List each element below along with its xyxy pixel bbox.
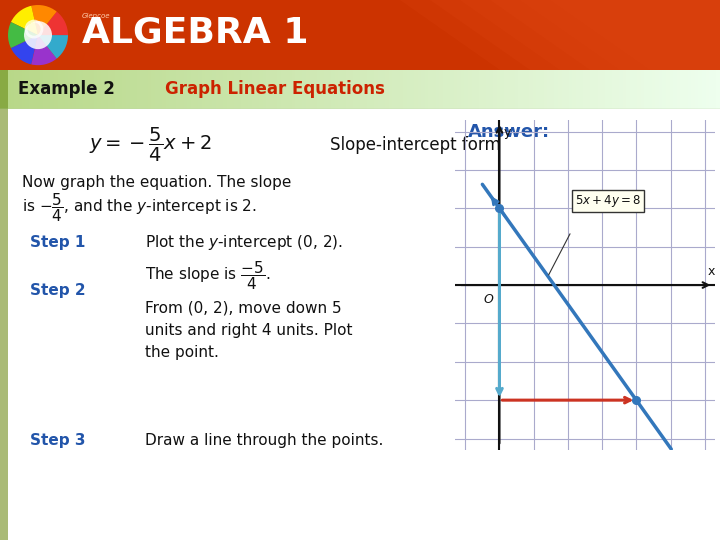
Text: Draw a line through the points.: Draw a line through the points. (145, 433, 383, 448)
Text: ALGEBRA 1: ALGEBRA 1 (82, 15, 308, 49)
Text: $5x + 4y = 8$: $5x + 4y = 8$ (575, 193, 641, 208)
Text: Step 3: Step 3 (30, 433, 86, 448)
Wedge shape (32, 5, 57, 35)
Polygon shape (460, 0, 720, 70)
Polygon shape (430, 0, 720, 70)
Text: Example 2: Example 2 (18, 80, 115, 98)
Text: The slope is $\dfrac{-5}{4}$.: The slope is $\dfrac{-5}{4}$. (145, 260, 270, 293)
Bar (0, 109, 8, 540)
Text: From (0, 2), move down 5
units and right 4 units. Plot
the point.: From (0, 2), move down 5 units and right… (145, 300, 353, 360)
Text: Step 2: Step 2 (30, 282, 86, 298)
Wedge shape (32, 35, 57, 65)
Text: Slope-intercept form: Slope-intercept form (330, 136, 500, 154)
Text: Step 1: Step 1 (30, 234, 86, 249)
Text: $y = -\dfrac{5}{4}x + 2$: $y = -\dfrac{5}{4}x + 2$ (89, 126, 211, 164)
Text: O: O (483, 293, 493, 307)
Text: is $-\dfrac{5}{4}$, and the $y$-intercept is 2.: is $-\dfrac{5}{4}$, and the $y$-intercep… (22, 192, 257, 225)
Wedge shape (38, 11, 68, 35)
Text: Answer:: Answer: (468, 123, 550, 141)
Text: Plot the $y$-intercept (0, 2).: Plot the $y$-intercept (0, 2). (145, 233, 343, 252)
Wedge shape (8, 22, 38, 48)
Wedge shape (11, 35, 38, 64)
Text: y: y (503, 126, 511, 139)
Text: Now graph the equation. The slope: Now graph the equation. The slope (22, 174, 292, 190)
Wedge shape (38, 35, 68, 59)
Polygon shape (400, 0, 720, 70)
Text: Glencoe: Glencoe (82, 13, 110, 19)
Wedge shape (11, 6, 38, 35)
Text: Graph Linear Equations: Graph Linear Equations (165, 80, 385, 98)
Text: x: x (708, 265, 715, 278)
Circle shape (24, 21, 52, 49)
Bar (0, 70, 8, 109)
